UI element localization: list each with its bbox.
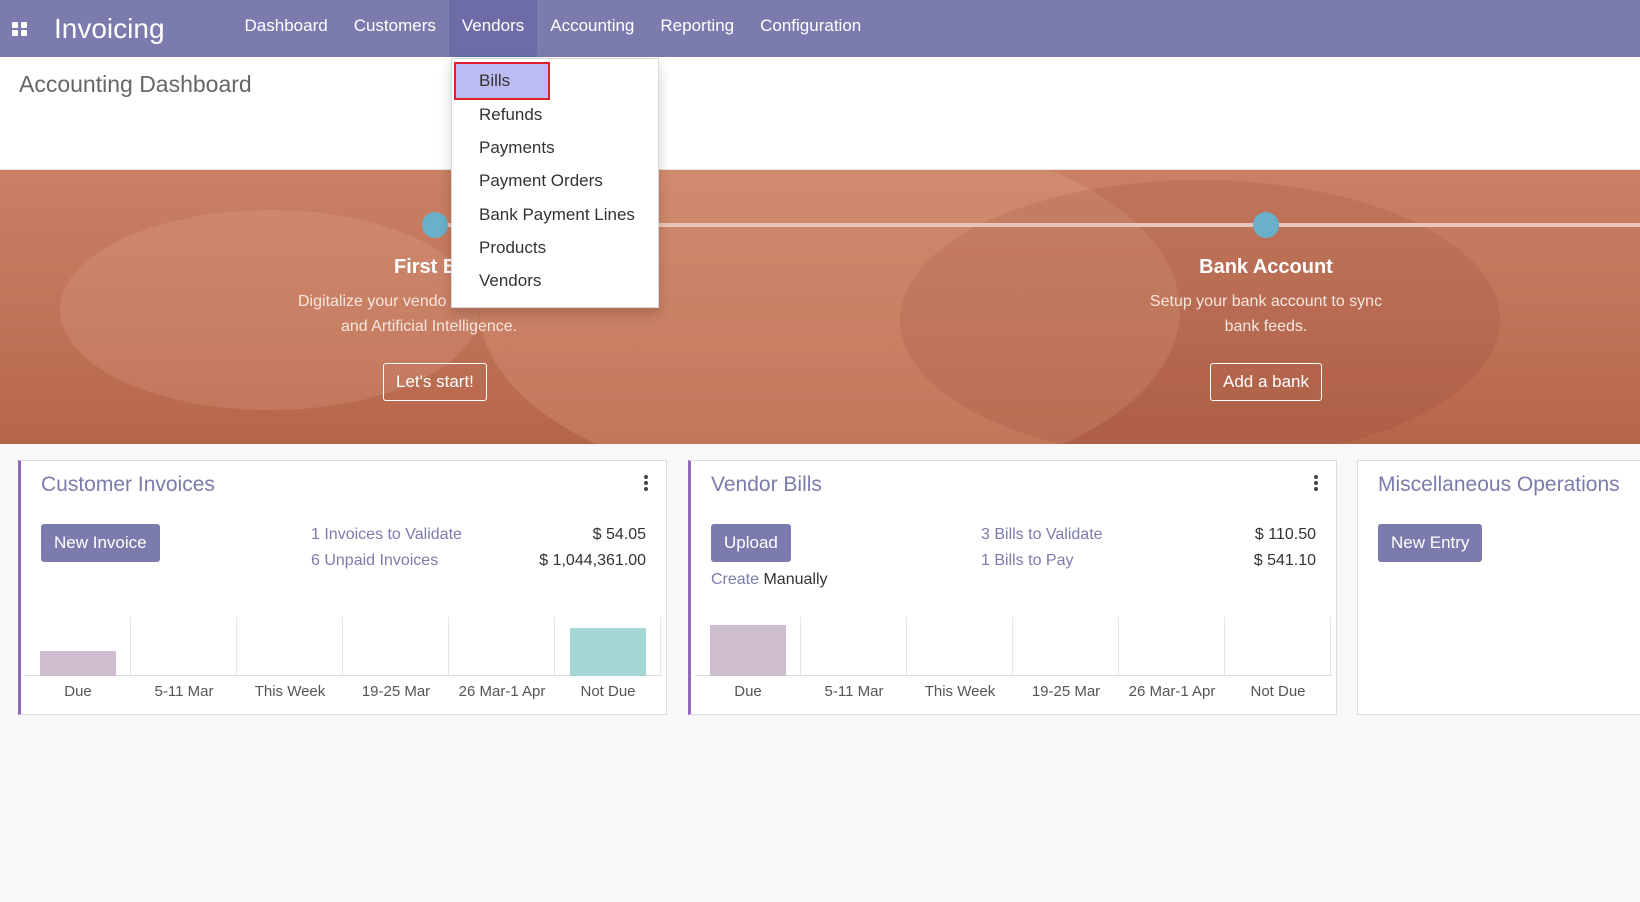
page-title: Accounting Dashboard bbox=[19, 71, 252, 97]
graph-column[interactable] bbox=[1119, 617, 1225, 676]
step-desc-line: bank feeds. bbox=[1224, 318, 1308, 335]
card-title[interactable]: Vendor Bills bbox=[711, 473, 822, 496]
onboarding-banner: First B Digitalize your vendo and Artifi… bbox=[0, 170, 1640, 444]
banner-background-shape bbox=[60, 210, 480, 410]
app-title[interactable]: Invoicing bbox=[54, 12, 165, 44]
step-title: Bank Account bbox=[1199, 256, 1333, 278]
graph-tick-label: This Week bbox=[924, 683, 996, 700]
new-entry-button[interactable]: New Entry bbox=[1378, 524, 1483, 562]
graph-column[interactable] bbox=[131, 617, 237, 676]
graph-column[interactable] bbox=[907, 617, 1013, 676]
step-description: Setup your bank account to sync bank fee… bbox=[1086, 289, 1446, 339]
control-panel: Accounting Dashboard bbox=[0, 57, 1640, 170]
nav-configuration[interactable]: Configuration bbox=[760, 16, 862, 35]
graph-tick-label: 19-25 Mar bbox=[1031, 683, 1101, 700]
graph-column[interactable] bbox=[1013, 617, 1119, 676]
vendor-bills-card: Vendor Bills Upload Create Manually 3 Bi… bbox=[688, 460, 1337, 715]
lets-start-button[interactable]: Let's start! bbox=[383, 363, 487, 401]
menu-item-vendors[interactable]: Vendors bbox=[479, 271, 542, 290]
onboarding-timeline bbox=[435, 223, 1640, 227]
vendors-dropdown-menu: Bills Refunds Payments Payment Orders Ba… bbox=[451, 58, 659, 308]
step-dot-bank-account bbox=[1253, 212, 1279, 238]
misc-operations-card: Miscellaneous Operations New Entry bbox=[1357, 460, 1640, 715]
graph-column[interactable] bbox=[801, 617, 907, 676]
menu-item-payments[interactable]: Payments bbox=[479, 138, 555, 157]
graph-tick-label: 5-11 Mar bbox=[154, 683, 214, 700]
bill-aging-graph[interactable]: Due 5-11 Mar This Week 19-25 Mar 26 Mar-1 Ap… bbox=[695, 617, 1332, 700]
graph-column[interactable] bbox=[449, 617, 555, 676]
graph-baseline bbox=[25, 675, 662, 676]
bills-to-validate-amount: $ 110.50 bbox=[1254, 526, 1316, 543]
graph-bar[interactable] bbox=[710, 625, 786, 676]
graph-tick-label: Due bbox=[64, 683, 92, 700]
upload-button[interactable]: Upload bbox=[711, 524, 791, 562]
graph-tick-label: 19-25 Mar bbox=[361, 683, 431, 700]
new-invoice-button[interactable]: New Invoice bbox=[41, 524, 160, 562]
graph-tick-label: 26 Mar-1 Apr bbox=[458, 683, 546, 700]
kebab-menu-icon[interactable] bbox=[1314, 475, 1318, 491]
step-bank-account: Bank Account Setup your bank account to … bbox=[1086, 256, 1446, 401]
step-first-bill: First B Digitalize your vendo and Artifi… bbox=[255, 256, 615, 401]
unpaid-invoices-link[interactable]: 6 Unpaid Invoices bbox=[311, 552, 439, 569]
kebab-menu-icon[interactable] bbox=[644, 475, 648, 491]
menu-item-refunds[interactable]: Refunds bbox=[479, 105, 543, 124]
graph-bar[interactable] bbox=[570, 628, 646, 676]
top-navbar: Invoicing Dashboard Customers Vendors Ac… bbox=[0, 0, 1640, 57]
step-desc-line: and Artificial Intelligence. bbox=[341, 318, 518, 335]
graph-tick-label: Not Due bbox=[580, 683, 636, 700]
invoices-to-validate-link[interactable]: 1 Invoices to Validate bbox=[311, 526, 462, 543]
menu-item-payment-orders[interactable]: Payment Orders bbox=[479, 171, 603, 190]
nav-reporting[interactable]: Reporting bbox=[660, 16, 735, 35]
graph-column[interactable] bbox=[695, 617, 801, 676]
graph-tick-label: 5-11 Mar bbox=[824, 683, 884, 700]
step-dot-first-bill bbox=[422, 212, 448, 238]
menu-item-bank-payment-lines[interactable]: Bank Payment Lines bbox=[479, 205, 635, 224]
customer-invoices-card: Customer Invoices New Invoice 1 Invoices… bbox=[18, 460, 667, 715]
invoices-to-validate-amount: $ 54.05 bbox=[592, 526, 646, 543]
nav-accounting[interactable]: Accounting bbox=[550, 16, 635, 35]
graph-column[interactable] bbox=[1225, 617, 1331, 676]
graph-column[interactable] bbox=[555, 617, 661, 676]
create-manually-text: Manually bbox=[759, 571, 828, 588]
step-title: First B bbox=[394, 256, 458, 278]
nav-dashboard[interactable]: Dashboard bbox=[244, 16, 328, 35]
graph-baseline bbox=[695, 675, 1332, 676]
step-desc-line: Setup your bank account to sync bbox=[1149, 293, 1383, 310]
step-description: Digitalize your vendo and Artificial Int… bbox=[255, 289, 615, 339]
graph-column[interactable] bbox=[25, 617, 131, 676]
nav-customers[interactable]: Customers bbox=[353, 16, 436, 35]
unpaid-invoices-amount: $ 1,044,361.00 bbox=[539, 552, 646, 569]
bills-to-validate-link[interactable]: 3 Bills to Validate bbox=[981, 526, 1103, 543]
graph-column[interactable] bbox=[343, 617, 449, 676]
bills-to-pay-amount: $ 541.10 bbox=[1253, 552, 1316, 569]
graph-bar[interactable] bbox=[40, 651, 116, 676]
bills-to-pay-link[interactable]: 1 Bills to Pay bbox=[981, 552, 1074, 569]
menu-item-products[interactable]: Products bbox=[479, 238, 547, 257]
graph-tick-label: This Week bbox=[254, 683, 326, 700]
graph-column[interactable] bbox=[237, 617, 343, 676]
create-manually-link[interactable]: Create bbox=[711, 571, 760, 588]
card-title[interactable]: Customer Invoices bbox=[41, 473, 215, 496]
graph-tick-label: 26 Mar-1 Apr bbox=[1128, 683, 1216, 700]
invoice-aging-graph[interactable]: Due 5-11 Mar This Week 19-25 Mar 26 Mar-1 Ap… bbox=[25, 617, 662, 700]
graph-tick-label: Not Due bbox=[1250, 683, 1306, 700]
card-title[interactable]: Miscellaneous Operations bbox=[1378, 473, 1620, 496]
nav-vendors[interactable]: Vendors bbox=[448, 0, 538, 57]
apps-menu-icon[interactable] bbox=[12, 21, 28, 36]
graph-tick-label: Due bbox=[734, 683, 762, 700]
add-bank-button[interactable]: Add a bank bbox=[1209, 363, 1322, 401]
menu-item-bills[interactable]: Bills bbox=[454, 62, 550, 100]
step-desc-line: Digitalize your vendo bbox=[298, 293, 447, 310]
create-manually: Create Manually bbox=[711, 571, 828, 589]
